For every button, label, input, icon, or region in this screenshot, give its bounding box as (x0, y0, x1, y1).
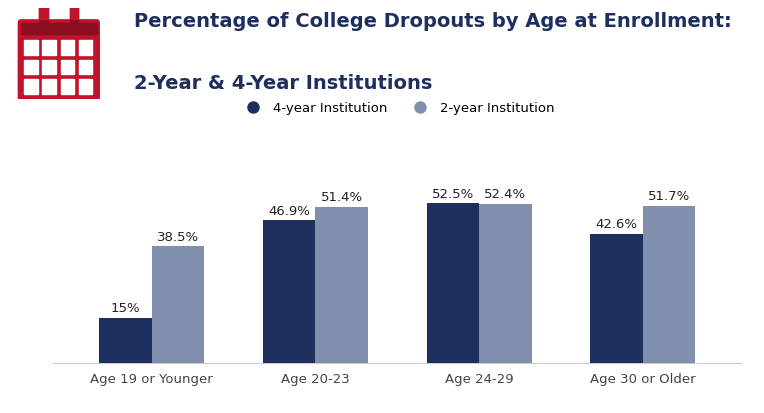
Bar (60, 79, 74, 94)
Bar (60, 59, 74, 74)
FancyBboxPatch shape (18, 19, 100, 101)
Bar (643, 206, 695, 363)
Bar (263, 221, 316, 363)
Bar (99, 318, 152, 363)
Text: Percentage of College Dropouts by Age at Enrollment:: Percentage of College Dropouts by Age at… (134, 12, 731, 31)
Text: 51.4%: 51.4% (321, 191, 363, 204)
Bar (70, 8, 78, 19)
Bar (79, 59, 92, 74)
Text: 52.4%: 52.4% (484, 188, 526, 201)
Bar (40, 8, 48, 25)
Text: 38.5%: 38.5% (157, 230, 199, 244)
Text: 52.5%: 52.5% (432, 188, 474, 201)
Bar (60, 40, 74, 55)
Bar (79, 40, 92, 55)
Bar (70, 8, 78, 25)
Bar (316, 206, 367, 363)
Text: 15%: 15% (111, 302, 141, 315)
Text: 51.7%: 51.7% (648, 190, 690, 203)
Text: 46.9%: 46.9% (268, 205, 310, 218)
Bar (591, 233, 643, 363)
Bar (40, 8, 48, 19)
Bar (79, 79, 92, 94)
Bar (43, 59, 56, 74)
Bar (479, 204, 532, 363)
Bar (427, 203, 479, 363)
Bar (152, 246, 204, 363)
Bar (24, 79, 38, 94)
Legend: 4-year Institution, 2-year Institution: 4-year Institution, 2-year Institution (235, 97, 560, 120)
Bar (43, 40, 56, 55)
Bar (21, 23, 96, 34)
Bar (43, 79, 56, 94)
Text: 2-Year & 4-Year Institutions: 2-Year & 4-Year Institutions (134, 74, 432, 93)
Text: 42.6%: 42.6% (596, 218, 638, 231)
Bar (24, 40, 38, 55)
Bar (24, 59, 38, 74)
